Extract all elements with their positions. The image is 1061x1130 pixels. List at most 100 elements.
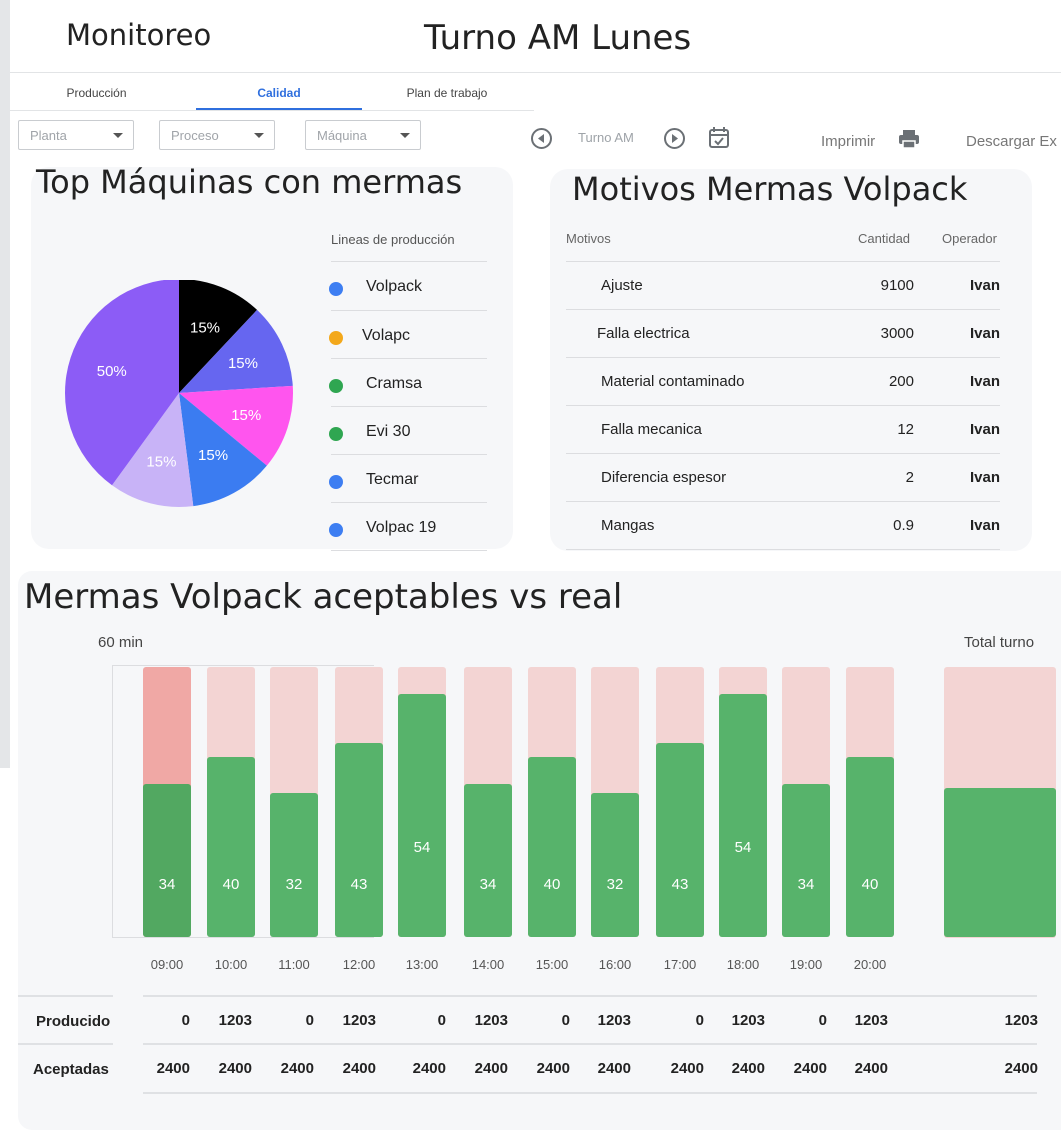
table-row[interactable]: Mangas 0.9 Ivan [566, 501, 1000, 550]
circle-left-icon[interactable] [530, 127, 553, 150]
top-machines-title: Top Máquinas con mermas [36, 163, 463, 201]
x-tick-label: 14:00 [471, 957, 505, 972]
x-tick-label: 10:00 [214, 957, 248, 972]
pie-slice-label-2: 15% [231, 407, 261, 424]
col-cantidad: Cantidad [858, 231, 911, 246]
x-tick-label: 20:00 [853, 957, 887, 972]
x-tick-label: 12:00 [342, 957, 376, 972]
operador-cell: Ivan [969, 469, 1000, 486]
bar-value-label: 32 [285, 876, 303, 893]
legend-label: Volapc [362, 327, 411, 344]
reasons-title: Motivos Mermas Volpack [572, 170, 968, 208]
maquina-select[interactable]: Máquina [305, 120, 421, 150]
legend-item[interactable]: Evi 30 [329, 406, 487, 455]
bars-title: Mermas Volpack aceptables vs real [24, 577, 623, 617]
real-bar[interactable] [335, 743, 383, 937]
legend-dot-icon [329, 379, 343, 393]
legend-label: Tecmar [366, 471, 419, 488]
cantidad-cell: 9100 [880, 277, 914, 294]
col-operador: Operador [942, 231, 997, 246]
real-bar[interactable] [846, 757, 894, 937]
producido-cell: 0 [561, 1012, 570, 1029]
aceptadas-cell: 2400 [156, 1060, 190, 1077]
bar-value-label: 34 [158, 876, 176, 893]
aceptadas-cell: 2400 [536, 1060, 570, 1077]
real-bar[interactable] [591, 793, 639, 937]
table-row[interactable]: Falla electrica 3000 Ivan [566, 309, 1000, 358]
calendar-check-icon[interactable] [708, 126, 730, 149]
total-producido: 1203 [1004, 1012, 1038, 1029]
legend-item[interactable]: Volapc [329, 310, 487, 359]
producido-cell: 1203 [218, 1012, 252, 1029]
proceso-select[interactable]: Proceso [159, 120, 275, 150]
maquina-placeholder: Máquina [317, 128, 367, 143]
producido-cell: 1203 [854, 1012, 888, 1029]
producido-cell: 0 [818, 1012, 827, 1029]
bar-value-label: 32 [606, 876, 624, 893]
motivo-cell: Mangas [601, 517, 655, 534]
real-bar[interactable] [398, 694, 446, 937]
aceptadas-cell: 2400 [474, 1060, 508, 1077]
aceptadas-cell: 2400 [854, 1060, 888, 1077]
tab-produccion[interactable]: Producción [66, 86, 127, 100]
legend-dot-icon [329, 331, 343, 345]
chevron-down-icon [254, 133, 264, 138]
aceptadas-cell: 2400 [218, 1060, 252, 1077]
legend-dot-icon [329, 475, 343, 489]
table-row[interactable]: Falla mecanica 12 Ivan [566, 405, 1000, 454]
legend-item[interactable]: Cramsa [329, 358, 487, 407]
shift-title: Turno AM Lunes [424, 18, 692, 58]
bar-value-label: 40 [222, 876, 240, 893]
real-bar[interactable] [782, 784, 830, 937]
x-tick-label: 09:00 [150, 957, 184, 972]
total-label: Total turno [964, 634, 1035, 651]
legend-item[interactable]: Tecmar [329, 454, 487, 503]
x-tick-label: 18:00 [726, 957, 760, 972]
table-row[interactable]: Ajuste 9100 Ivan [566, 261, 1000, 310]
pie-slice-4 [111, 393, 194, 507]
operador-cell: Ivan [969, 421, 1000, 438]
real-bar[interactable] [464, 784, 512, 937]
app-title: Monitoreo [66, 18, 212, 52]
legend-divider [331, 261, 487, 262]
table-divider-bottom [143, 1092, 1037, 1094]
pie-chart: 15% 15% 15% 15% 15% 50% [65, 280, 293, 507]
shift-label: Turno AM [578, 130, 634, 145]
table-row[interactable]: Material contaminado 200 Ivan [566, 357, 1000, 406]
circle-right-icon[interactable] [663, 127, 686, 150]
planta-select[interactable]: Planta [18, 120, 134, 150]
legend-title: Lineas de producción [331, 232, 455, 247]
bar-value-label: 54 [734, 839, 752, 856]
cantidad-cell: 200 [888, 373, 914, 390]
legend-item[interactable]: Volpac 19 [329, 502, 487, 551]
col-motivos: Motivos [566, 231, 611, 246]
download-excel-button[interactable]: Descargar Ex [966, 133, 1057, 150]
pie-slice-1 [179, 309, 293, 393]
legend-label: Volpack [366, 278, 423, 295]
motivo-cell: Material contaminado [601, 373, 745, 390]
real-bar[interactable] [528, 757, 576, 937]
legend-item[interactable]: Volpack [329, 262, 487, 310]
real-bar[interactable] [719, 694, 767, 937]
pie-slice-3 [179, 393, 267, 507]
tab-plan-de-trabajo[interactable]: Plan de trabajo [406, 86, 488, 100]
legend-divider [331, 550, 487, 551]
aceptadas-cell: 2400 [793, 1060, 827, 1077]
legend-dot-icon [329, 523, 343, 537]
real-bar[interactable] [207, 757, 255, 937]
table-row[interactable]: Diferencia espesor 2 Ivan [566, 453, 1000, 502]
real-bar[interactable] [656, 743, 704, 937]
pie-slice-2 [179, 385, 293, 466]
header-divider [10, 72, 1061, 73]
bar-value-label: 40 [543, 876, 561, 893]
tab-calidad[interactable]: Calidad [257, 86, 301, 100]
producido-cell: 0 [695, 1012, 704, 1029]
chevron-down-icon [113, 133, 123, 138]
print-label[interactable]: Imprimir [821, 133, 876, 150]
producido-cell: 0 [305, 1012, 314, 1029]
real-bar[interactable] [143, 784, 191, 937]
real-bar[interactable] [270, 793, 318, 937]
printer-icon[interactable] [898, 129, 920, 149]
tabs-divider [10, 110, 534, 111]
legend-label: Cramsa [366, 375, 423, 392]
